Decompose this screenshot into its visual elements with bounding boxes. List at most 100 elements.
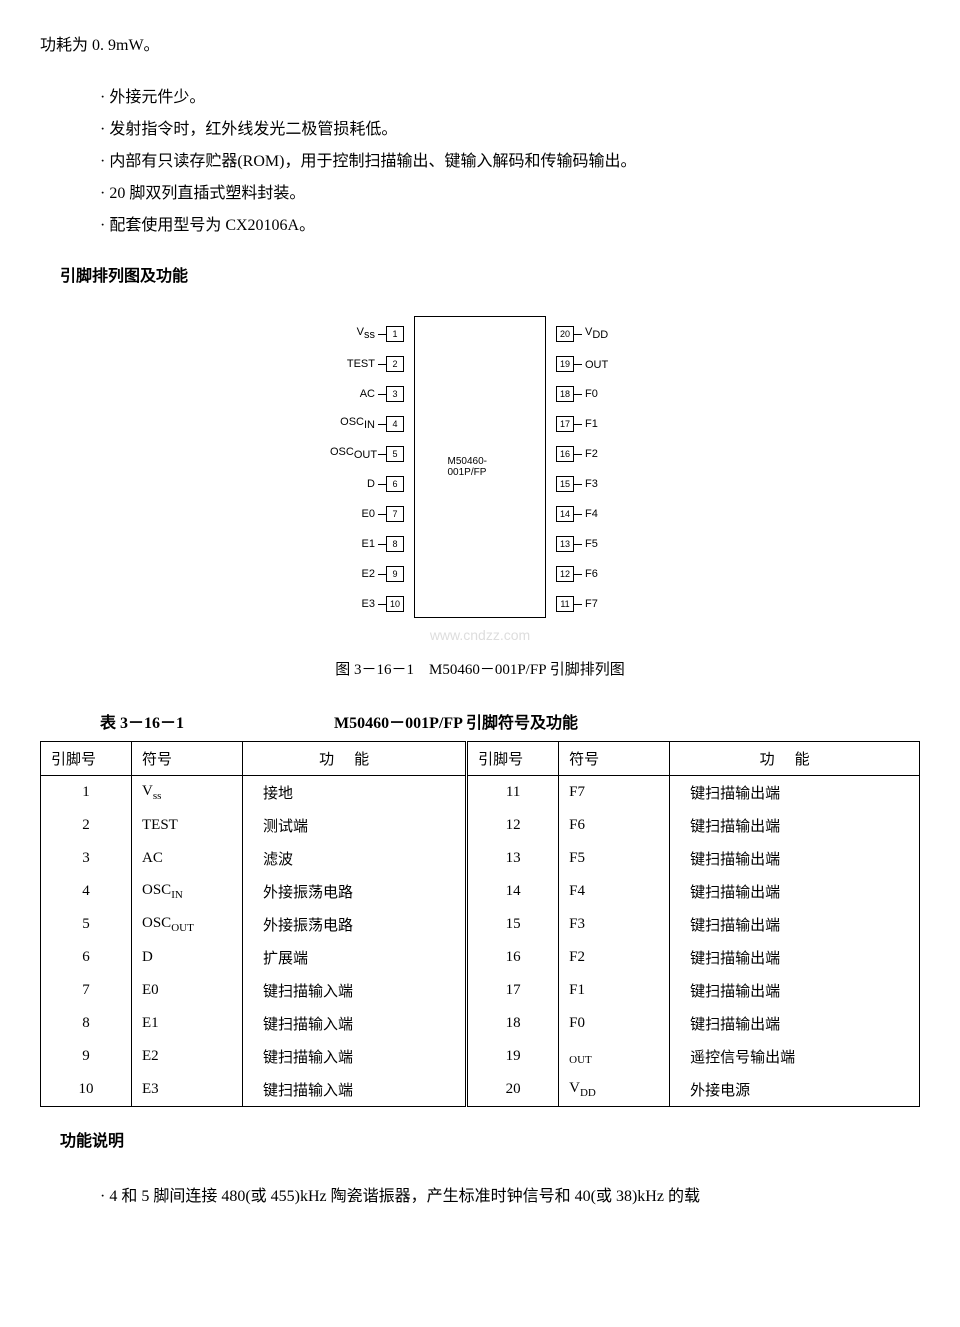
cell-function: 键扫描输入端 (243, 1040, 467, 1073)
table-row: 7E0键扫描输入端17F1键扫描输出端 (41, 974, 920, 1007)
table-row: 3AC滤波13F5键扫描输出端 (41, 842, 920, 875)
pin-number: 12 (556, 566, 574, 582)
pin-label-right: F4 (582, 508, 630, 520)
cell-function: 键扫描输出端 (670, 842, 920, 875)
cell-symbol: Vss (132, 776, 243, 810)
cell-function: 键扫描输出端 (670, 875, 920, 908)
pin-label-left: OSCIN (330, 416, 378, 431)
cell-function: 键扫描输出端 (670, 941, 920, 974)
pin-row: E1813F5 (330, 529, 630, 559)
table-title: M50460－001P/FP 引脚符号及功能 (334, 709, 578, 733)
pin-number: 8 (386, 536, 404, 552)
pin-row: AC 3 18 F0 (330, 379, 630, 409)
pin-label-left: AC (330, 388, 378, 400)
footer-bullet: · 4 和 5 脚间连接 480(或 455)kHz 陶瓷谐振器，产生标准时钟信… (40, 1181, 920, 1213)
figure-caption: 图 3－16－1 M50460－001P/FP 引脚排列图 (40, 658, 920, 679)
bullet-item: · 20 脚双列直插式塑料封装。 (40, 178, 920, 210)
pin-number: 9 (386, 566, 404, 582)
table-row: 8E1键扫描输入端18F0键扫描输出端 (41, 1007, 920, 1040)
pin-label-left: E3 (330, 598, 378, 610)
pin-number: 18 (556, 386, 574, 402)
cell-function: 外接振荡电路 (243, 875, 467, 908)
cell-function: 遥控信号输出端 (670, 1040, 920, 1073)
pin-number: 17 (556, 416, 574, 432)
pin-number: 6 (386, 476, 404, 492)
cell-symbol: TEST (132, 809, 243, 842)
pin-label-right: F2 (582, 448, 630, 460)
pin-number: 14 (556, 506, 574, 522)
cell-symbol: AC (132, 842, 243, 875)
table-title-row: 表 3－16－1 M50460－001P/FP 引脚符号及功能 (40, 709, 920, 733)
cell-function: 键扫描输入端 (243, 1073, 467, 1107)
pin-row: E2912F6 (330, 559, 630, 589)
pin-number: 16 (556, 446, 574, 462)
cell-symbol: F4 (559, 875, 670, 908)
cell-pin: 8 (41, 1007, 132, 1040)
pin-label-left: OSCOUT (330, 446, 378, 461)
pin-number: 11 (556, 596, 574, 612)
cell-symbol: OUT (559, 1040, 670, 1073)
table-row: 4OSCIN外接振荡电路14F4键扫描输出端 (41, 875, 920, 908)
pin-label-left: TEST (330, 358, 378, 370)
th-sym: 符号 (132, 742, 243, 776)
section-heading: 功能说明 (60, 1127, 920, 1151)
cell-pin: 18 (467, 1007, 559, 1040)
pin-number: 4 (386, 416, 404, 432)
cell-symbol: F7 (559, 776, 670, 810)
cell-pin: 15 (467, 908, 559, 941)
pin-label-left: Vss (330, 326, 378, 341)
cell-symbol: F2 (559, 941, 670, 974)
pin-label-right: F6 (582, 568, 630, 580)
cell-function: 接地 (243, 776, 467, 810)
cell-pin: 1 (41, 776, 132, 810)
cell-symbol: F5 (559, 842, 670, 875)
bullet-item: · 内部有只读存贮器(ROM)，用于控制扫描输出、键输入解码和传输码输出。 (40, 146, 920, 178)
cell-pin: 6 (41, 941, 132, 974)
cell-pin: 3 (41, 842, 132, 875)
pin-label-right: F0 (582, 388, 630, 400)
cell-pin: 10 (41, 1073, 132, 1107)
pin-label-right: OUT (582, 356, 630, 371)
cell-symbol: OSCIN (132, 875, 243, 908)
pin-number: 15 (556, 476, 574, 492)
table-header-row: 引脚号 符号 功能 引脚号 符号 功能 (41, 742, 920, 776)
pin-number: 3 (386, 386, 404, 402)
cell-function: 键扫描输出端 (670, 974, 920, 1007)
pin-number: 5 (386, 446, 404, 462)
pin-number: 20 (556, 326, 574, 342)
table-row: 10E3键扫描输入端20VDD外接电源 (41, 1073, 920, 1107)
table-row: 5OSCOUT外接振荡电路15F3键扫描输出端 (41, 908, 920, 941)
cell-function: 测试端 (243, 809, 467, 842)
table-row: 2TEST测试端12F6键扫描输出端 (41, 809, 920, 842)
pin-label-right: F3 (582, 478, 630, 490)
cell-function: 键扫描输入端 (243, 1007, 467, 1040)
table-number: 表 3－16－1 (100, 709, 184, 733)
cell-pin: 2 (41, 809, 132, 842)
cell-function: 键扫描输出端 (670, 809, 920, 842)
pin-label-right: VDD (582, 326, 630, 341)
th-sym2: 符号 (559, 742, 670, 776)
cell-function: 外接振荡电路 (243, 908, 467, 941)
pin-row: D6 15 F3 (330, 469, 630, 499)
cell-pin: 9 (41, 1040, 132, 1073)
cell-symbol: E0 (132, 974, 243, 1007)
cell-function: 键扫描输出端 (670, 776, 920, 810)
pin-label-right: F1 (582, 418, 630, 430)
cell-symbol: E1 (132, 1007, 243, 1040)
pin-row: OSCOUT 5 16 F2 (330, 439, 630, 469)
pin-number: 7 (386, 506, 404, 522)
pin-label-left: D (330, 478, 378, 490)
table-row: 6D扩展端16F2键扫描输出端 (41, 941, 920, 974)
pin-row: E31011F7 (330, 589, 630, 619)
pin-number: 2 (386, 356, 404, 372)
cell-function: 键扫描输出端 (670, 908, 920, 941)
pin-label-right: F7 (582, 598, 630, 610)
cell-pin: 7 (41, 974, 132, 1007)
table-row: 9E2键扫描输入端19OUT遥控信号输出端 (41, 1040, 920, 1073)
intro-text: 功耗为 0. 9mW。 (40, 30, 920, 62)
cell-pin: 5 (41, 908, 132, 941)
table-row: 1Vss接地11F7键扫描输出端 (41, 776, 920, 810)
pin-number: 19 (556, 356, 574, 372)
cell-function: 键扫描输出端 (670, 1007, 920, 1040)
cell-function: 扩展端 (243, 941, 467, 974)
